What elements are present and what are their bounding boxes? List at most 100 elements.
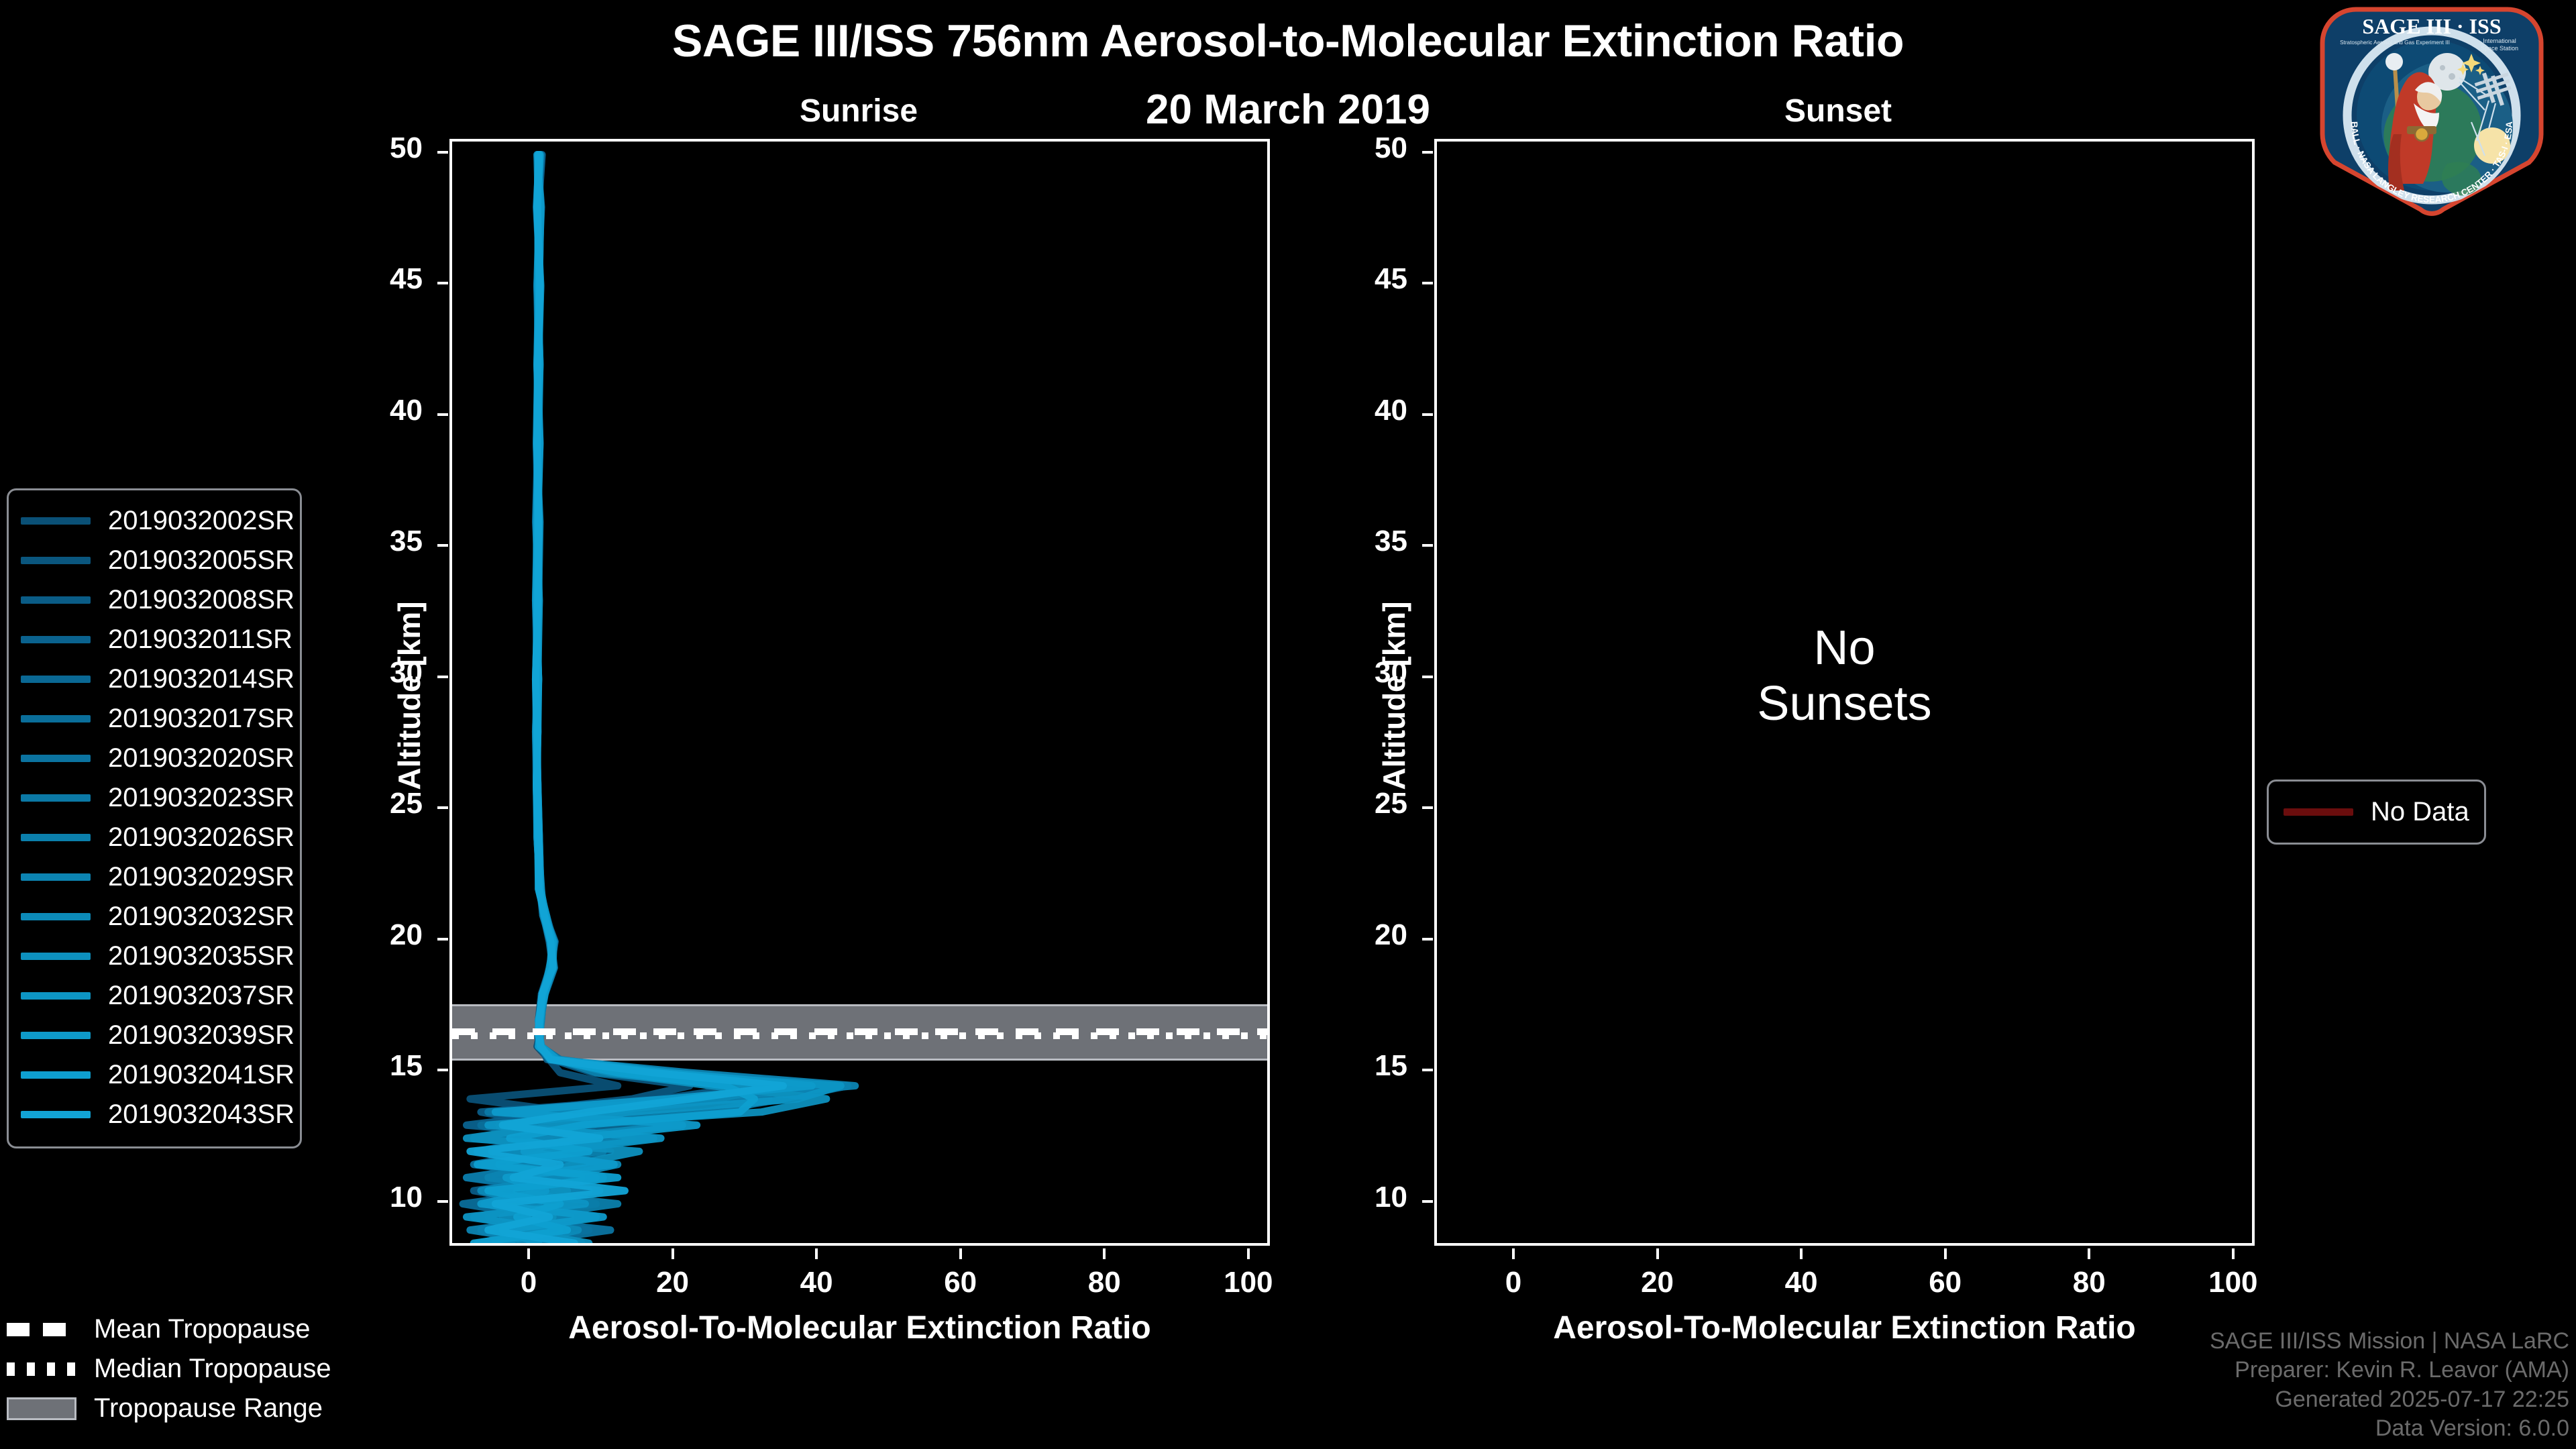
mean-tropopause-line xyxy=(452,1028,1267,1036)
legend-row-median-tropopause: Median Tropopause xyxy=(7,1349,382,1389)
logo-title: SAGE III · ISS xyxy=(2362,14,2501,38)
legend-row[interactable]: 2019032002SR xyxy=(21,501,294,541)
footer-data-version: Data Version: 6.0.0 xyxy=(2375,1415,2569,1442)
legend-row[interactable]: 2019032035SR xyxy=(21,936,294,976)
legend-row[interactable]: 2019032008SR xyxy=(21,580,294,620)
sunrise-ytick-label: 20 xyxy=(390,918,423,951)
series-line-swatch xyxy=(21,1071,91,1079)
no-data-line-swatch xyxy=(2284,808,2353,816)
page-title: SAGE III/ISS 756nm Aerosol-to-Molecular … xyxy=(672,15,1904,66)
sunset-ytick-label: 35 xyxy=(1375,525,1407,558)
sunset-ytick-label: 50 xyxy=(1375,131,1407,164)
series-legend-label: 2019032037SR xyxy=(108,981,295,1010)
sunrise-xtick-mark xyxy=(1103,1248,1106,1259)
sunrise-xtick-mark xyxy=(1246,1248,1250,1259)
sunrise-xtick-label: 20 xyxy=(656,1266,690,1299)
sunset-ytick-mark xyxy=(1422,675,1433,678)
no-data-legend[interactable]: No Data xyxy=(2267,780,2486,845)
series-line-swatch xyxy=(21,873,91,881)
legend-row[interactable]: 2019032017SR xyxy=(21,699,294,739)
logo-subtitle-left: Stratospheric Aerosol and Gas Experiment… xyxy=(2340,40,2450,46)
sage-iii-iss-mission-patch-logo: SAGE III · ISS Stratospheric Aerosol and… xyxy=(2316,3,2548,217)
tropopause-range-label: Tropopause Range xyxy=(94,1393,323,1423)
sunrise-ytick-label: 15 xyxy=(390,1049,423,1083)
legend-row[interactable]: 2019032005SR xyxy=(21,541,294,580)
no-data-legend-label: No Data xyxy=(2371,797,2469,826)
dashed-line-icon xyxy=(7,1322,76,1336)
profile-line xyxy=(466,151,787,1243)
sunrise-ytick-mark xyxy=(437,1199,448,1203)
legend-row[interactable]: 2019032039SR xyxy=(21,1016,294,1055)
dotted-line-icon xyxy=(7,1362,76,1376)
profile-line xyxy=(466,151,622,1243)
sunset-xtick-label: 0 xyxy=(1505,1266,1522,1299)
sunset-x-axis-label: Aerosol-To-Molecular Extinction Ratio xyxy=(1553,1310,2136,1346)
series-legend-label: 2019032039SR xyxy=(108,1020,295,1050)
footer-preparer: Preparer: Kevin R. Leavor (AMA) xyxy=(2235,1357,2569,1383)
sunrise-xtick-label: 40 xyxy=(800,1266,833,1299)
tropopause-legend: Mean Tropopause Median Tropopause Tropop… xyxy=(7,1309,382,1428)
median-tropopause-label: Median Tropopause xyxy=(94,1354,331,1383)
series-legend-label: 2019032023SR xyxy=(108,783,295,812)
sunrise-ytick-label: 45 xyxy=(390,262,423,296)
series-legend-label: 2019032043SR xyxy=(108,1099,295,1129)
series-line-swatch xyxy=(21,596,91,604)
sunrise-ytick-mark xyxy=(437,675,448,678)
legend-row[interactable]: 2019032020SR xyxy=(21,739,294,778)
sunrise-xtick-mark xyxy=(671,1248,674,1259)
sunset-ytick-mark xyxy=(1422,1069,1433,1072)
series-legend[interactable]: 2019032002SR 2019032005SR 2019032008SR 2019… xyxy=(7,488,302,1148)
series-line-swatch xyxy=(21,676,91,683)
sunset-ytick-label: 45 xyxy=(1375,262,1407,296)
sunrise-xtick-label: 0 xyxy=(520,1266,537,1299)
series-line-swatch xyxy=(21,953,91,960)
series-line-swatch xyxy=(21,1032,91,1039)
sunrise-xtick-mark xyxy=(527,1248,530,1259)
legend-row[interactable]: 2019032041SR xyxy=(21,1055,294,1095)
series-legend-label: 2019032020SR xyxy=(108,743,295,773)
series-line-swatch xyxy=(21,715,91,722)
series-legend-label: 2019032008SR xyxy=(108,585,295,614)
footer-mission: SAGE III/ISS Mission | NASA LaRC xyxy=(2209,1328,2569,1354)
footer-generated: Generated 2025-07-17 22:25 xyxy=(2275,1386,2569,1412)
sunset-ytick-label: 25 xyxy=(1375,787,1407,820)
legend-row[interactable]: 2019032014SR xyxy=(21,659,294,699)
sunset-xtick-label: 80 xyxy=(2072,1266,2106,1299)
sunrise-plot-frame xyxy=(449,139,1270,1246)
sunrise-ytick-mark xyxy=(437,937,448,941)
legend-row[interactable]: 2019032011SR xyxy=(21,620,292,659)
legend-row: No Data xyxy=(2284,792,2469,832)
sunset-ytick-mark xyxy=(1422,1199,1433,1203)
legend-row[interactable]: 2019032029SR xyxy=(21,857,294,897)
series-legend-label: 2019032017SR xyxy=(108,704,295,733)
series-line-swatch xyxy=(21,834,91,841)
sunrise-ytick-label: 50 xyxy=(390,131,423,164)
series-line-swatch xyxy=(21,557,91,564)
logo-subtitle-right-1: International xyxy=(2483,38,2516,44)
sunset-xtick-label: 60 xyxy=(1929,1266,1962,1299)
legend-row[interactable]: 2019032023SR xyxy=(21,778,294,818)
legend-row[interactable]: 2019032037SR xyxy=(21,976,294,1016)
footer: SAGE III/ISS Mission | NASA LaRC Prepare… xyxy=(2210,1327,2569,1444)
sunrise-ytick-mark xyxy=(437,282,448,285)
series-legend-label: 2019032029SR xyxy=(108,862,295,892)
legend-row[interactable]: 2019032043SR xyxy=(21,1095,294,1134)
series-line-swatch xyxy=(21,992,91,1000)
sunrise-panel-subtitle: Sunrise xyxy=(799,93,918,129)
legend-row[interactable]: 2019032026SR xyxy=(21,818,294,857)
sunset-ytick-mark xyxy=(1422,544,1433,547)
series-line-swatch xyxy=(21,913,91,920)
no-sunsets-line2: Sunsets xyxy=(1757,676,1932,731)
sunrise-ytick-mark xyxy=(437,150,448,154)
series-legend-label: 2019032041SR xyxy=(108,1060,295,1089)
sunset-xtick-mark xyxy=(2088,1248,2091,1259)
date-title: 20 March 2019 xyxy=(1146,87,1430,133)
sunset-xtick-label: 40 xyxy=(1784,1266,1818,1299)
series-line-swatch xyxy=(21,755,91,762)
sunset-xtick-label: 100 xyxy=(2208,1266,2258,1299)
legend-row[interactable]: 2019032032SR xyxy=(21,897,294,936)
series-legend-label: 2019032002SR xyxy=(108,506,295,535)
series-legend-label: 2019032026SR xyxy=(108,822,295,852)
legend-row-tropopause-range: Tropopause Range xyxy=(7,1389,382,1428)
sunset-ytick-label: 10 xyxy=(1375,1180,1407,1214)
